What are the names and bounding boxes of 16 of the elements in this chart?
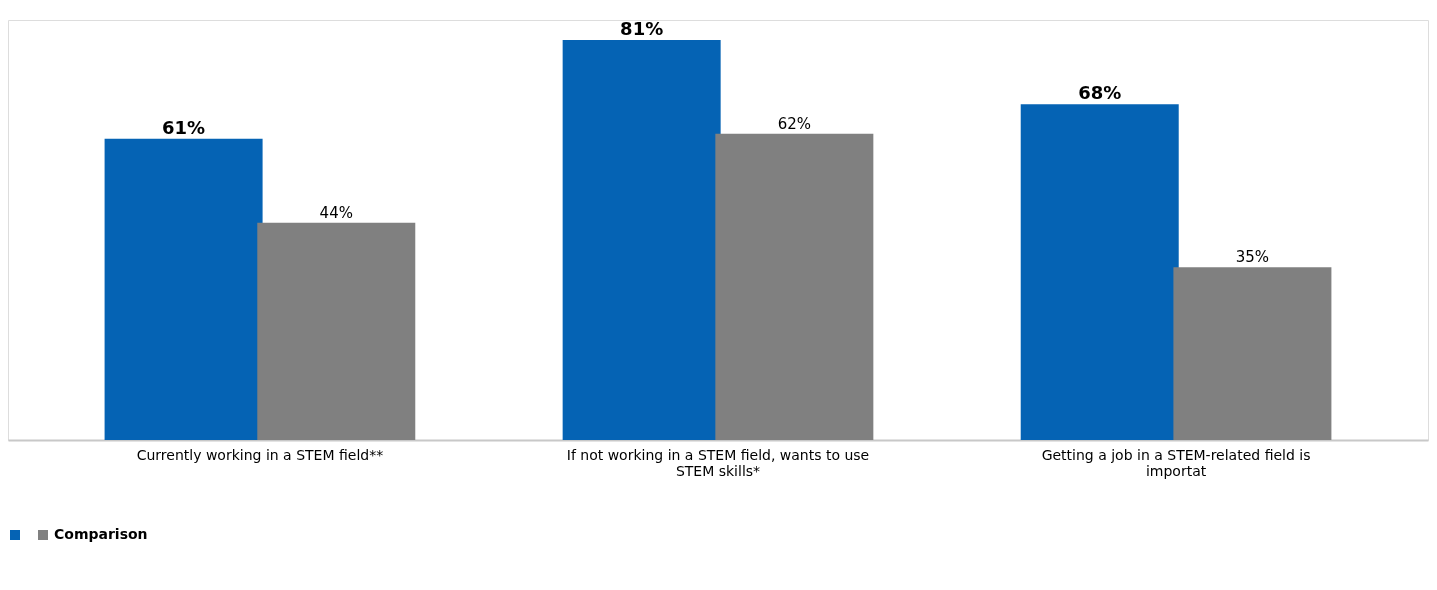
bar — [562, 40, 721, 440]
bar — [1173, 267, 1332, 440]
x-tick-label: Getting a job in a STEM-related field is importat — [1041, 446, 1311, 479]
bar — [104, 138, 263, 440]
x-tick-label: If not working in a STEM field, wants to use STEM skills* — [566, 446, 870, 479]
bar — [715, 133, 874, 440]
x-tick-label: Currently working in a STEM field** — [136, 446, 384, 463]
data-label: 35% — [1235, 248, 1270, 267]
data-label: 61% — [162, 116, 206, 138]
data-label: 62% — [777, 114, 812, 133]
data-label: 44% — [319, 203, 353, 222]
bar — [1020, 104, 1179, 440]
legend-label: Comparison — [54, 526, 148, 542]
data-label: 81% — [620, 18, 664, 39]
data-label: 68% — [1078, 82, 1122, 104]
bar — [257, 222, 416, 440]
